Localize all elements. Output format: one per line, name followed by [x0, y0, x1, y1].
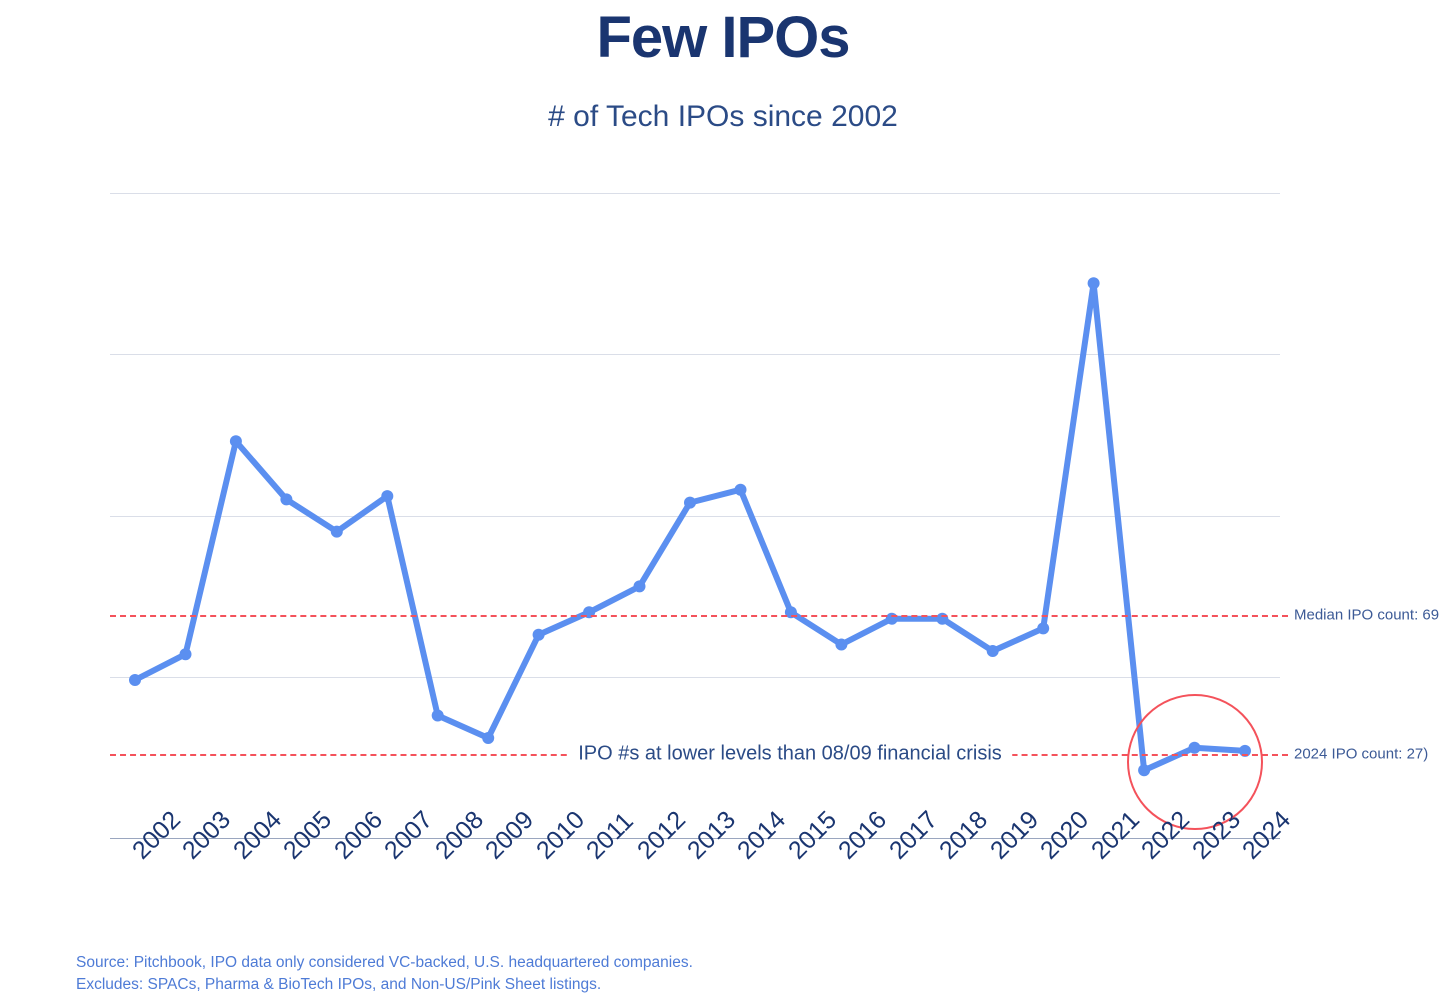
- data-point-2011[interactable]: [583, 606, 596, 619]
- highlight-circle-2024-dip: [1126, 694, 1263, 831]
- crisis-level-note: IPO #s at lower levels than 08/09 financ…: [568, 742, 1012, 766]
- data-point-2012[interactable]: [633, 580, 646, 593]
- data-point-2007[interactable]: [381, 490, 394, 503]
- gridline-50: [110, 676, 1280, 678]
- data-point-2010[interactable]: [532, 628, 545, 641]
- data-point-2006[interactable]: [330, 525, 343, 538]
- chart-subtitle: # of Tech IPOs since 2002: [548, 100, 898, 133]
- data-point-2020[interactable]: [1037, 622, 1050, 635]
- data-point-2016[interactable]: [835, 638, 848, 651]
- latest-count-label: 2024 IPO count: 27): [1294, 745, 1429, 763]
- median-reference-label: Median IPO count: 69: [1294, 606, 1440, 624]
- y-gridlines: 050100150200: [110, 193, 1280, 839]
- gridline-150: [110, 354, 1280, 356]
- gridline-100: [110, 515, 1280, 517]
- gridline-0: [110, 838, 1280, 839]
- data-point-2021[interactable]: [1087, 277, 1100, 290]
- gridline-200: [110, 193, 1280, 194]
- footnote-source: Source: Pitchbook, IPO data only conside…: [76, 954, 693, 971]
- data-point-2005[interactable]: [280, 493, 293, 506]
- data-point-2019[interactable]: [986, 645, 999, 657]
- series-line: [132, 280, 1248, 774]
- footnote-excludes: Excludes: SPACs, Pharma & BioTech IPOs, …: [76, 976, 602, 994]
- data-point-2004[interactable]: [229, 435, 242, 448]
- ipo-count-line-series: [129, 277, 1251, 777]
- footnotes: Source: Pitchbook, IPO data only conside…: [76, 952, 693, 997]
- data-point-2002[interactable]: [129, 674, 141, 686]
- data-point-2014[interactable]: [734, 483, 747, 496]
- data-point-2003[interactable]: [179, 648, 192, 661]
- reference-line-median: [110, 615, 1288, 618]
- data-point-2013[interactable]: [684, 496, 696, 509]
- data-point-2015[interactable]: [784, 606, 797, 619]
- data-point-2009[interactable]: [482, 732, 495, 744]
- data-point-2008[interactable]: [431, 709, 444, 722]
- page-title: Few IPOs: [596, 5, 850, 70]
- x-axis-labels: 2002 2003 2004 2005 2006 2007 2008 2009 2010 2011…: [110, 806, 1296, 945]
- plot-area: 050100150200 Median IPO count: 69 IPO #s …: [110, 193, 1439, 839]
